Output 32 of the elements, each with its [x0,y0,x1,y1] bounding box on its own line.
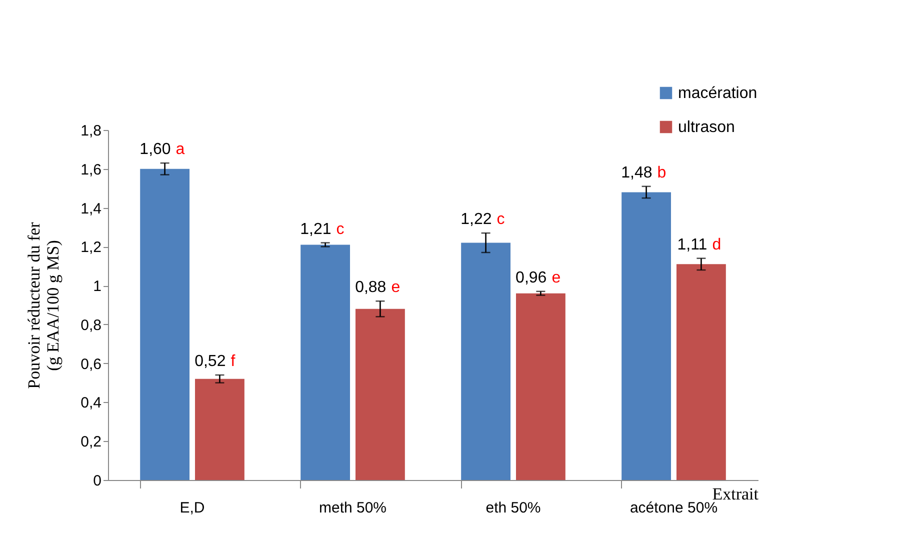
x-tick-label: meth 50% [318,500,387,516]
y-tick-label: 0,4 [80,394,102,412]
text: 1,11 d [677,236,722,254]
text: 0,52 f [194,353,236,370]
x-tick-label: E,D [180,500,205,516]
y-tick-label: 0 [93,472,102,490]
legend-label: ultrason [678,119,735,136]
bar [461,242,510,480]
text: 1,60 a [140,141,185,158]
bar [195,378,244,480]
bar [622,192,671,480]
bar [516,293,566,480]
y-tick-label: 1,2 [80,239,102,256]
y-tick-label: 0,2 [80,434,102,451]
y-tick-label: 1 [93,278,102,296]
y-axis-title: Pouvoir réducteur du fer (g EAA/100 g MS) [24,222,63,389]
y-tick-label: 0,8 [80,316,102,334]
text: 0,96 e [516,269,561,286]
legend-label: macération [678,85,758,102]
y-tick-label: 1,8 [80,122,102,140]
text: 1,48 b [621,164,666,182]
text: 1,21 c [300,220,344,238]
x-tick-label: eth 50% [486,500,541,516]
y-tick-label: 1,6 [80,161,102,178]
bar [676,264,726,480]
y-tick-label: 0,6 [80,356,102,373]
bar [300,244,350,480]
bar [140,168,190,480]
bar [356,308,405,480]
text: 0,88 e [355,279,400,296]
text: 1,22 c [460,211,505,228]
y-tick-label: 1,4 [80,200,102,218]
